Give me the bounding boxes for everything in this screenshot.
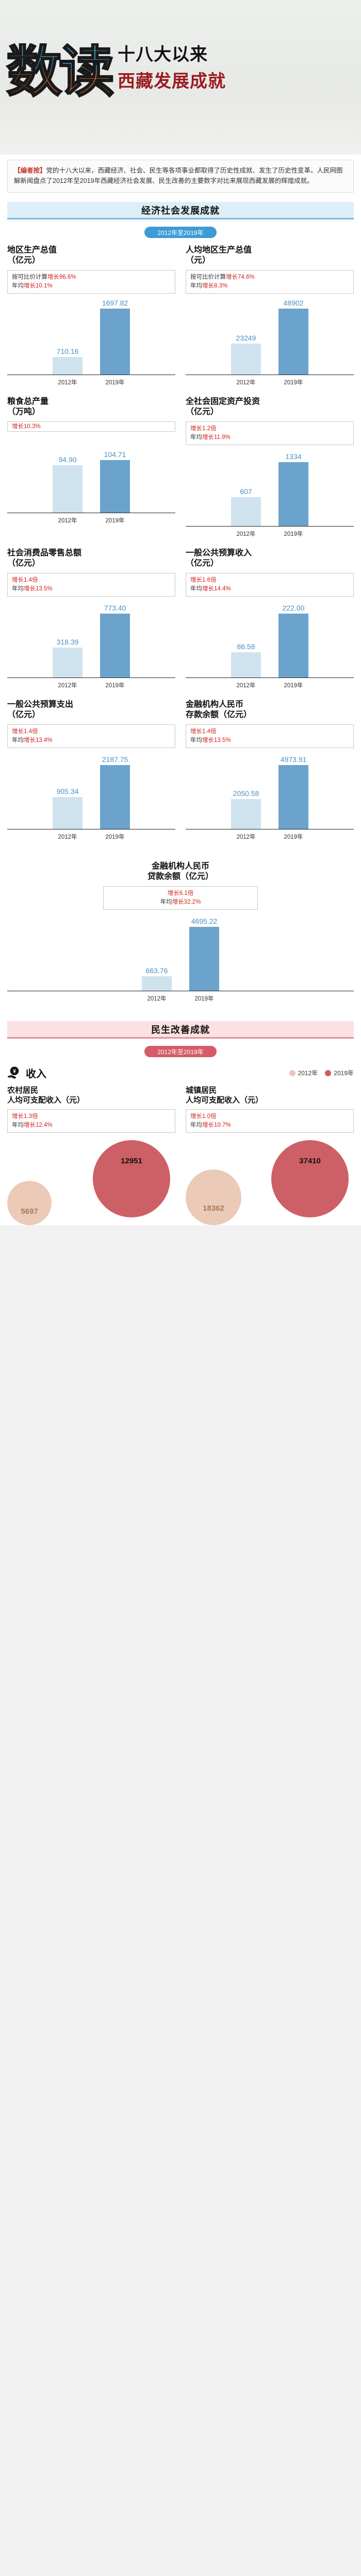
svg-text:数读: 数读 xyxy=(6,43,113,103)
svg-text:¥: ¥ xyxy=(13,1068,16,1074)
